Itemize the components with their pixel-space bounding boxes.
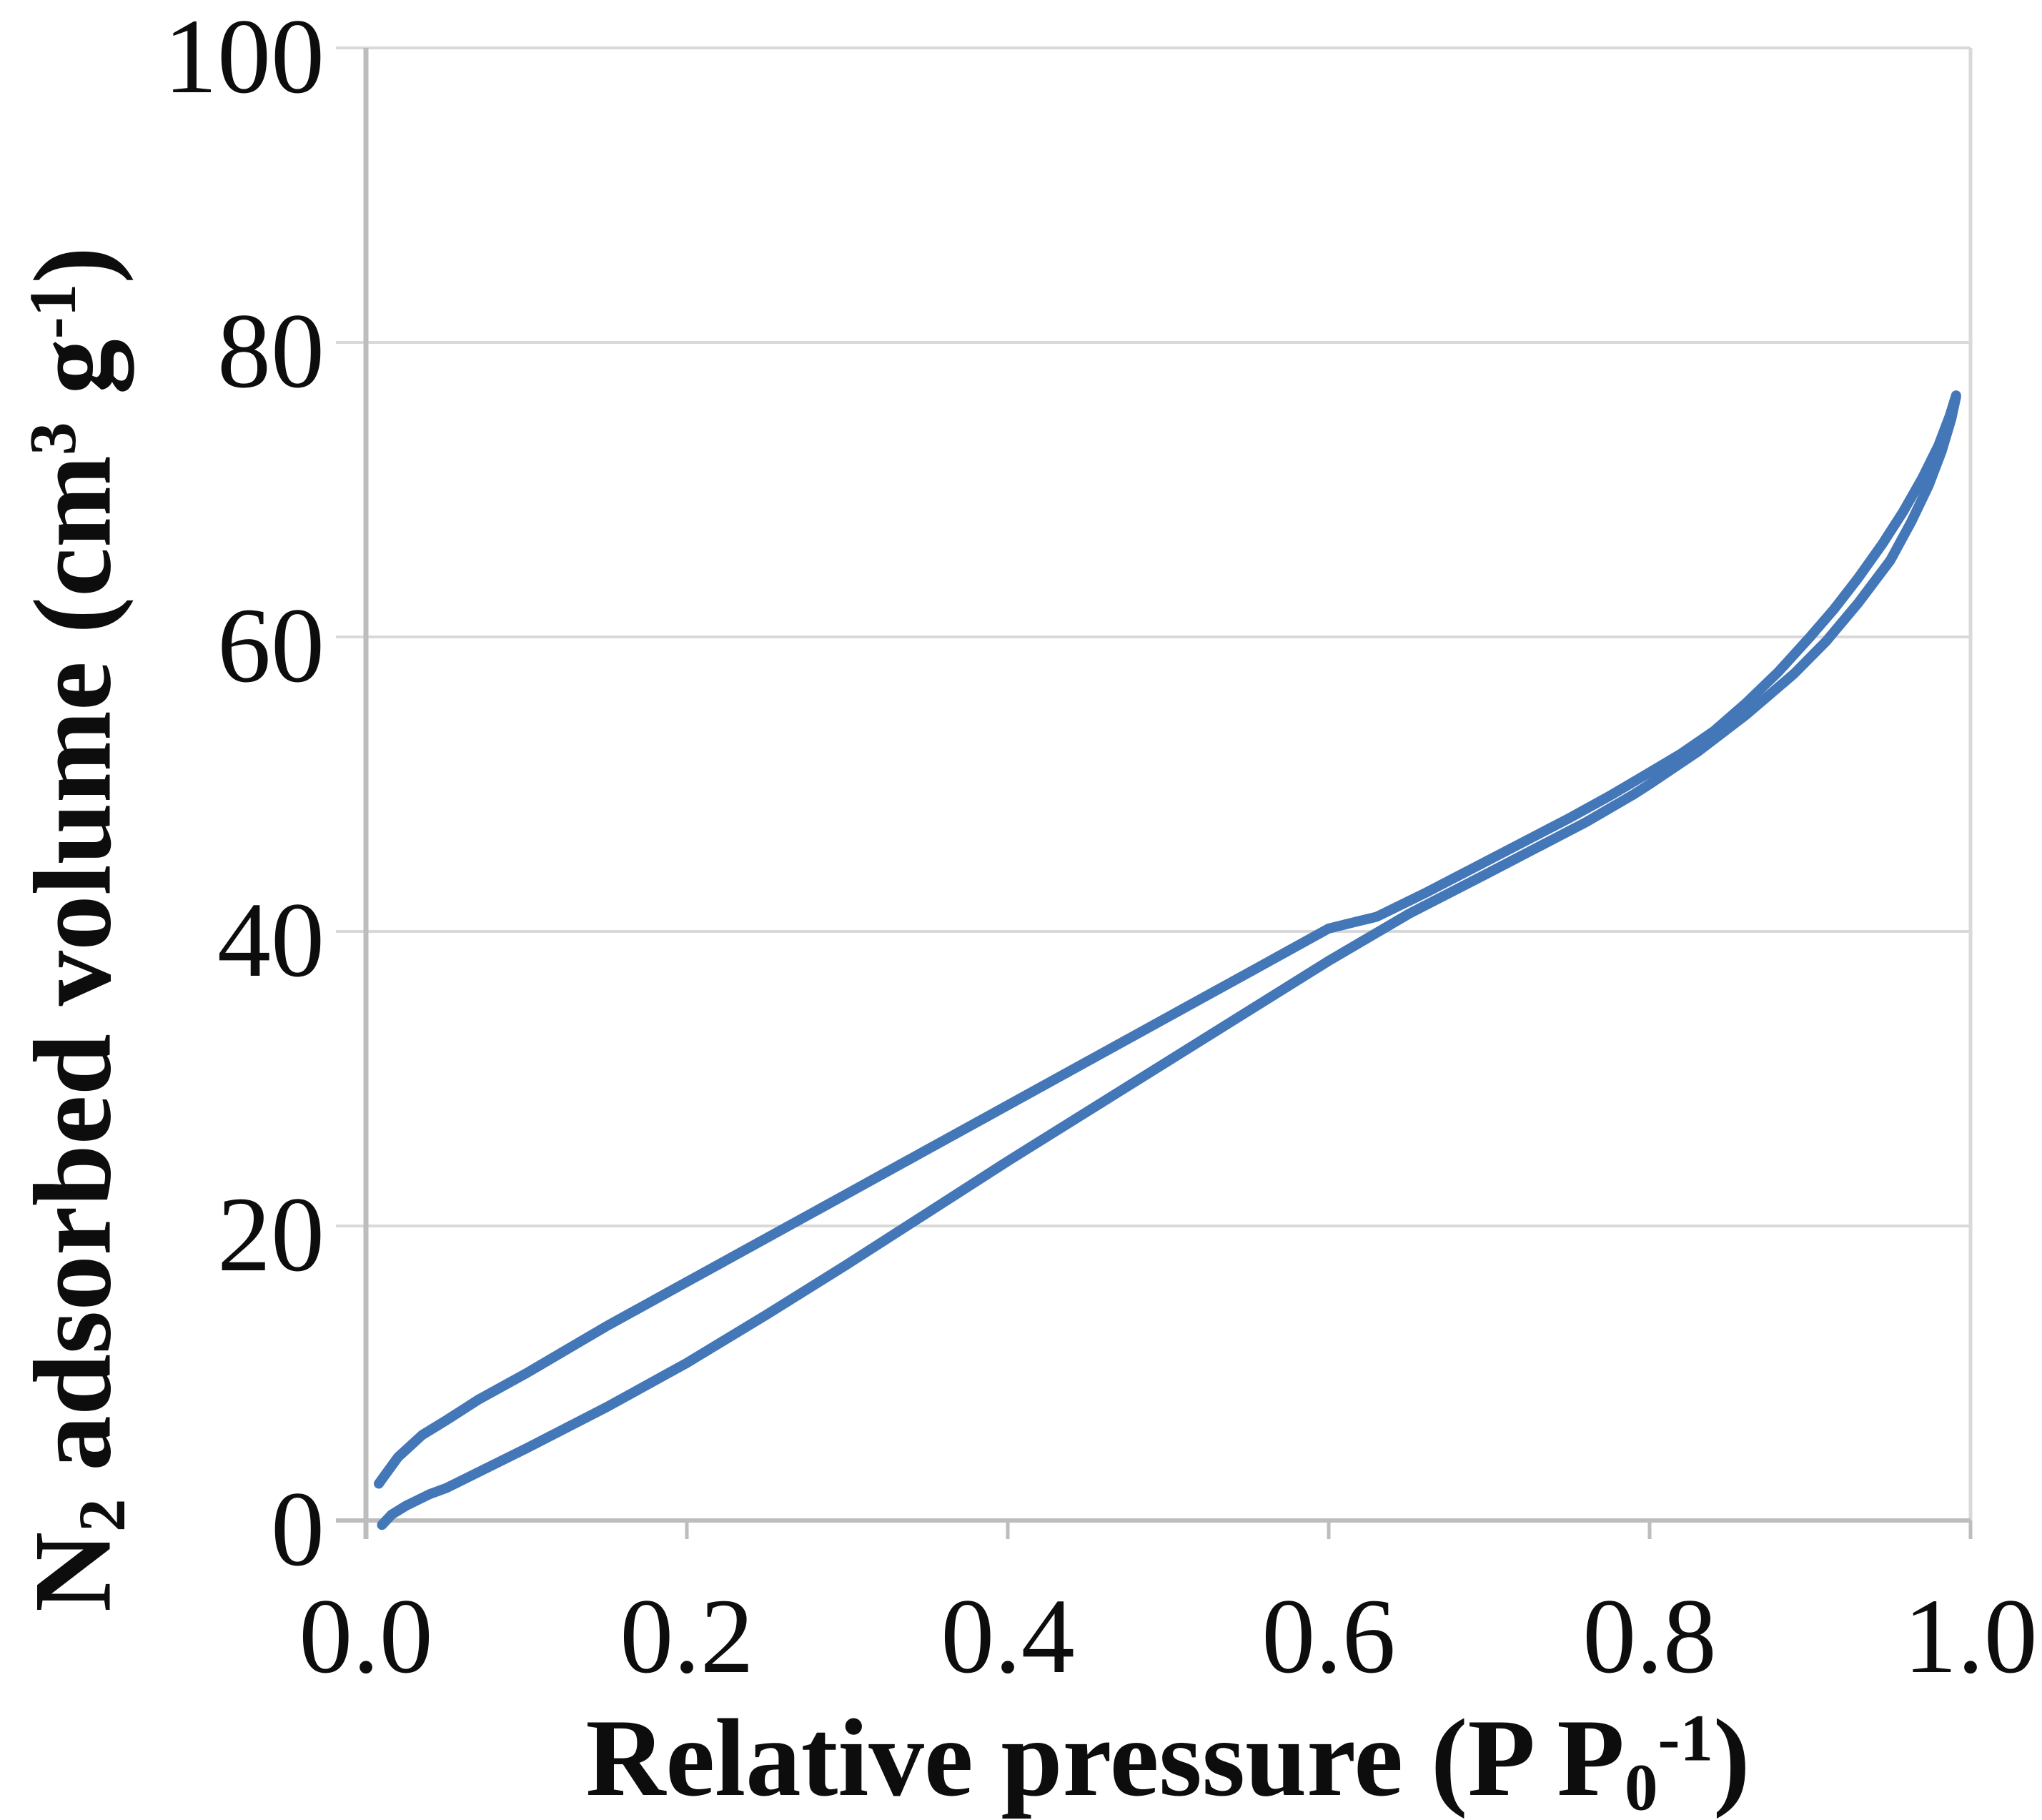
x-axis-title: Relative pressure (P P0-1) xyxy=(585,1701,1750,1820)
x-tick-label: 0.4 xyxy=(941,1577,1075,1696)
y-axis-title-text: ) xyxy=(11,247,134,284)
y-tick-label: 80 xyxy=(217,292,324,410)
x-axis-title-text: Relative pressure (P P xyxy=(585,1696,1625,1819)
x-tick-label: 1.0 xyxy=(1903,1577,2038,1696)
x-tick-label: 0.2 xyxy=(620,1577,754,1696)
x-tick-label: 0.0 xyxy=(299,1577,433,1696)
x-axis-title-text: ) xyxy=(1713,1696,1750,1819)
y-tick-label: 100 xyxy=(164,0,324,116)
desorption-curve xyxy=(374,390,1961,1489)
x-tick-label: 0.6 xyxy=(1262,1577,1396,1696)
y-axis-title-subscript: 2 xyxy=(65,1498,139,1532)
y-axis-title-superscript: -1 xyxy=(16,283,91,340)
y-axis-title-superscript: 3 xyxy=(16,422,91,455)
y-tick-label: 0 xyxy=(271,1470,324,1588)
y-tick-label: 20 xyxy=(217,1175,324,1294)
adsorption-curve xyxy=(377,392,1961,1530)
y-axis-title-text: g xyxy=(11,339,134,422)
x-axis-title-subscript: 0 xyxy=(1624,1751,1658,1820)
y-axis-title-text: adsorbed volume (cm xyxy=(11,455,134,1499)
y-tick-label: 60 xyxy=(217,586,324,705)
y-axis-title-text: N xyxy=(11,1531,134,1612)
y-tick-label: 40 xyxy=(217,881,324,999)
x-axis-title-superscript: -1 xyxy=(1657,1701,1713,1776)
x-tick-label: 0.8 xyxy=(1582,1577,1717,1696)
y-axis-title: N2 adsorbed volume (cm3 g-1) xyxy=(11,247,139,1612)
